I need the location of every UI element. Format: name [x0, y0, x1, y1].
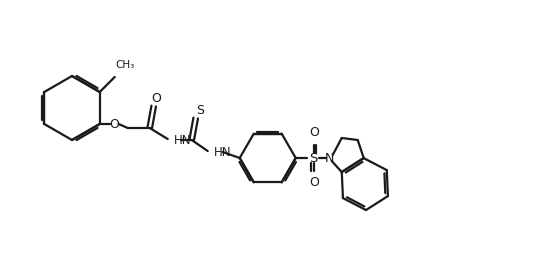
Text: S: S	[310, 152, 318, 165]
Text: HN: HN	[174, 134, 191, 147]
Text: S: S	[196, 104, 203, 118]
Text: O: O	[151, 92, 160, 106]
Text: HN: HN	[214, 146, 231, 159]
Text: O: O	[309, 126, 319, 140]
Text: CH₃: CH₃	[116, 60, 135, 70]
Text: O: O	[309, 177, 319, 190]
Text: N: N	[325, 152, 334, 165]
Text: O: O	[109, 118, 119, 131]
